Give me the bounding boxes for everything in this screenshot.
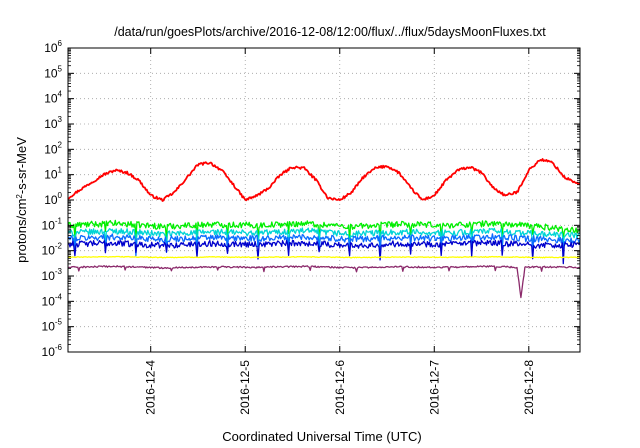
series-line [67, 158, 581, 202]
y-tick-base: 10 [42, 345, 56, 359]
y-tick-labels: 10-610-510-410-310-210-11001011021031041… [42, 39, 63, 359]
y-tick-base: 10 [44, 117, 58, 131]
chart-title: /data/run/goesPlots/archive/2016-12-08/1… [114, 25, 546, 39]
series-line [67, 239, 581, 265]
y-tick-exponent: -5 [55, 318, 63, 327]
y-tick-base: 10 [44, 142, 58, 156]
series-line [67, 219, 581, 243]
series-line [67, 233, 581, 257]
y-tick-exponent: -4 [55, 292, 63, 301]
y-tick-exponent: 1 [58, 166, 63, 175]
y-tick-base: 10 [44, 92, 58, 106]
y-tick-exponent: -2 [55, 242, 63, 251]
x-tick-label: 2016-12-6 [333, 360, 347, 415]
x-tick-label: 2016-12-8 [522, 360, 536, 415]
y-tick-label: 101 [44, 166, 62, 182]
series-line [68, 255, 581, 259]
y-tick-base: 10 [42, 294, 56, 308]
y-tick-exponent: -1 [55, 216, 63, 225]
x-tick-label: 2016-12-4 [144, 360, 158, 415]
y-tick-base: 10 [44, 41, 58, 55]
x-tick-label: 2016-12-7 [427, 360, 441, 415]
series-line [67, 265, 581, 299]
y-tick-base: 10 [44, 66, 58, 80]
y-tick-exponent: -3 [55, 267, 63, 276]
x-axis-label: Coordinated Universal Time (UTC) [222, 429, 421, 444]
y-tick-exponent: 4 [58, 90, 63, 99]
y-tick-base: 10 [42, 244, 56, 258]
y-tick-base: 10 [42, 218, 56, 232]
y-tick-exponent: -6 [55, 343, 63, 352]
y-tick-label: 10-6 [42, 343, 63, 359]
y-tick-label: 105 [44, 64, 62, 80]
y-tick-label: 100 [44, 191, 62, 207]
y-tick-exponent: 3 [58, 115, 63, 124]
y-tick-label: 10-4 [42, 292, 63, 308]
y-tick-exponent: 0 [58, 191, 63, 200]
x-tick-label: 2016-12-5 [238, 360, 252, 415]
x-tick-labels: 2016-12-4 2016-12-5 2016-12-6 2016-12-7 2016… [144, 360, 536, 415]
y-tick-exponent: 2 [58, 140, 63, 149]
y-tick-label: 104 [44, 90, 62, 106]
y-tick-base: 10 [44, 168, 58, 182]
axis-ticks [68, 47, 580, 353]
y-tick-label: 10-2 [42, 242, 63, 258]
y-tick-label: 10-1 [42, 216, 63, 232]
y-tick-base: 10 [44, 193, 58, 207]
y-tick-exponent: 5 [58, 64, 63, 73]
y-tick-label: 106 [44, 39, 62, 55]
series-line [67, 227, 581, 250]
y-tick-label: 10-5 [42, 318, 63, 334]
series-group [67, 158, 581, 299]
y-tick-exponent: 6 [58, 39, 63, 48]
y-tick-base: 10 [42, 320, 56, 334]
y-tick-base: 10 [42, 269, 56, 283]
y-axis-label: protons/cm2-s-sr-MeV [14, 137, 29, 263]
y-tick-label: 10-3 [42, 267, 63, 283]
y-tick-label: 102 [44, 140, 62, 156]
y-tick-label: 103 [44, 115, 62, 131]
